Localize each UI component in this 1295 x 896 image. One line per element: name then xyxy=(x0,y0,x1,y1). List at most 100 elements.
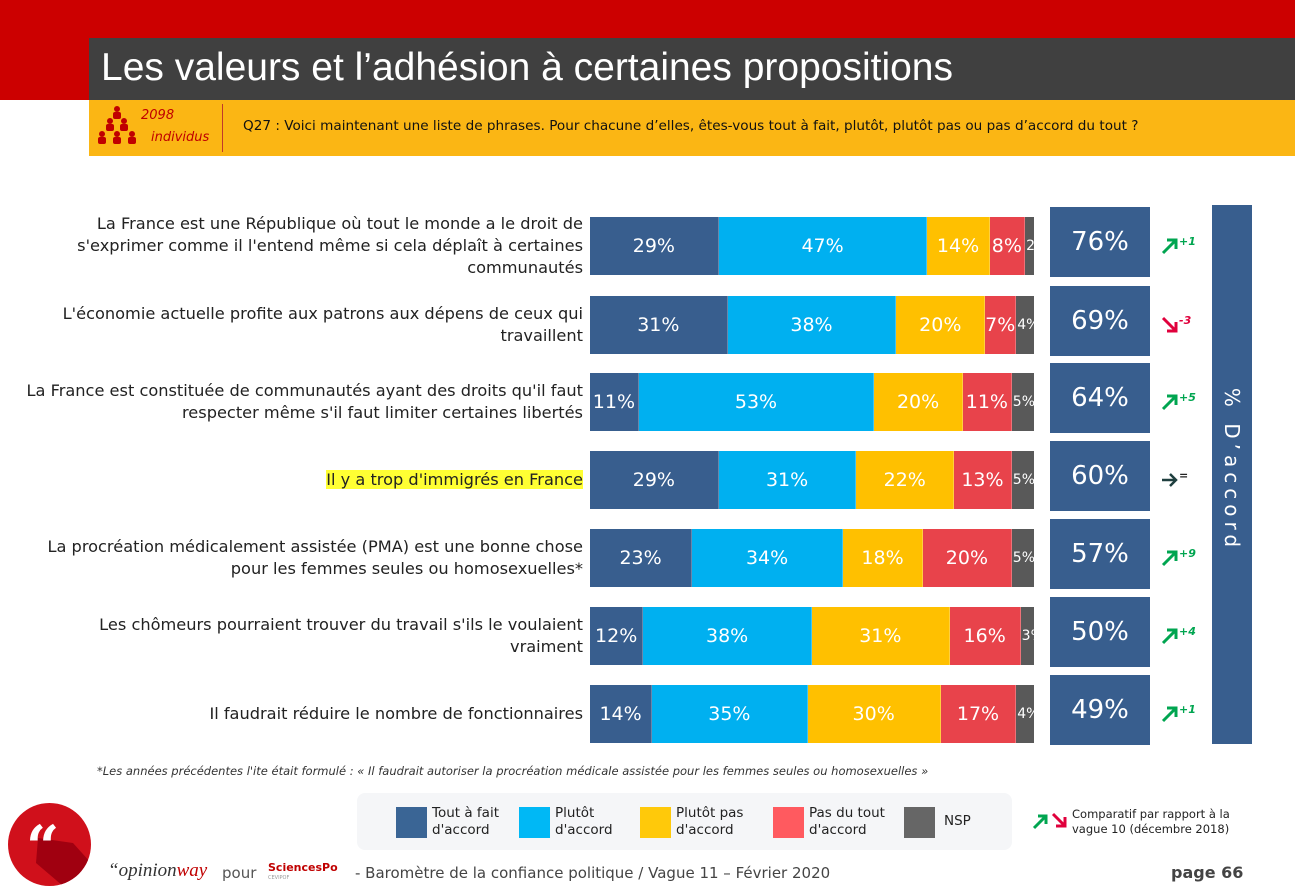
data-label: 7% xyxy=(985,314,1016,336)
bar-segment-nsp: 5% xyxy=(1011,451,1034,509)
data-label: 20% xyxy=(945,547,989,569)
bar-segment-plutot: 34% xyxy=(692,529,844,587)
bar-segment-nsp: 2% xyxy=(1025,217,1034,275)
sample-label: individus xyxy=(151,130,210,145)
arrow-up-right-icon xyxy=(1161,628,1178,645)
footnote: *Les années précédentes l'ite était form… xyxy=(97,764,929,778)
agree-total: 60% xyxy=(1050,441,1150,511)
stacked-bar: 11% 53% 20% 11% 5% xyxy=(590,373,1034,431)
legend-swatch xyxy=(396,807,427,838)
bar-segment-pas_du_tout: 11% xyxy=(962,373,1012,431)
row-label: La procréation médicalement assistée (PM… xyxy=(47,536,583,580)
question-text: Q27 : Voici maintenant une liste de phra… xyxy=(243,118,1139,134)
opinionway-logo: “ xyxy=(8,803,91,886)
cevipof-label: CEVIPOF xyxy=(268,875,290,881)
row-label: Il faudrait réduire le nombre de fonctio… xyxy=(209,703,583,725)
row-label: La France est constituée de communautés … xyxy=(27,380,584,424)
trend-indicator: +4 xyxy=(1161,625,1211,647)
bar-segment-plutot: 38% xyxy=(643,607,812,665)
data-label: 29% xyxy=(632,235,675,257)
data-label: 31% xyxy=(765,469,809,491)
bar-segment-plutot: 35% xyxy=(652,685,808,743)
brand-name: “opinionway xyxy=(108,860,208,881)
trend-delta: = xyxy=(1179,469,1189,482)
bar-segment-tout_a_fait: 12% xyxy=(590,607,644,665)
bar-segment-plutot_pas: 20% xyxy=(896,296,986,354)
row-label-line: s'exprimer comme il l'entend même si cel… xyxy=(77,236,583,255)
trend-delta: +4 xyxy=(1179,625,1196,638)
data-label: 3% xyxy=(1021,628,1034,644)
agree-total: 49% xyxy=(1050,675,1150,745)
legend-swatch xyxy=(773,807,804,838)
bar-segment-pas_du_tout: 7% xyxy=(985,296,1017,354)
row-label-line: La France est constituée de communautés … xyxy=(26,381,584,400)
trend-indicator: -3 xyxy=(1161,314,1211,336)
bar-segment-plutot_pas: 30% xyxy=(807,685,941,743)
bar-segment-nsp: 5% xyxy=(1011,529,1034,587)
trend-delta: +9 xyxy=(1179,547,1196,560)
bar-segment-pas_du_tout: 8% xyxy=(989,217,1026,275)
stacked-bar: 29% 47% 14% 8%2% xyxy=(590,217,1034,275)
bar-segment-pas_du_tout: 13% xyxy=(954,451,1012,509)
row-label-line: L'économie actuelle profite aux patrons … xyxy=(62,304,583,323)
agree-total: 64% xyxy=(1050,363,1150,433)
stacked-bar: 12% 38% 31% 16% 3% xyxy=(590,607,1034,665)
arrow-up-right-icon xyxy=(1161,706,1178,723)
agree-total: 69% xyxy=(1050,286,1150,356)
legend-label: NSP xyxy=(944,813,971,829)
data-label: 11% xyxy=(965,391,1008,413)
trend-delta: +1 xyxy=(1179,703,1196,716)
bar-segment-plutot_pas: 31% xyxy=(812,607,950,665)
legend-swatch xyxy=(640,807,671,838)
data-label: 4% xyxy=(1017,317,1034,333)
row-label-line: La procréation médicalement assistée (PM… xyxy=(47,537,583,556)
data-label: 20% xyxy=(896,391,940,413)
row-label: Les chômeurs pourraient trouver du trava… xyxy=(99,614,583,658)
arrow-down-right-icon xyxy=(1161,316,1178,333)
bar-segment-plutot_pas: 18% xyxy=(843,529,923,587)
trend-delta: +1 xyxy=(1179,235,1196,248)
stacked-bar: 29% 31% 22% 13% 5% xyxy=(590,451,1034,509)
people-icon xyxy=(98,106,136,144)
data-label: 23% xyxy=(619,547,662,569)
row-label: La France est une République où tout le … xyxy=(77,213,583,279)
bar-segment-tout_a_fait: 29% xyxy=(590,217,719,275)
data-label: 35% xyxy=(708,703,751,725)
data-label: 18% xyxy=(861,547,904,569)
data-label: 12% xyxy=(595,625,638,647)
data-label: 31% xyxy=(859,625,902,647)
data-label: 20% xyxy=(919,314,962,336)
bar-segment-pas_du_tout: 16% xyxy=(949,607,1021,665)
bar-segment-plutot: 47% xyxy=(718,217,928,275)
sciencespo-logo: SciencesPo xyxy=(268,861,338,874)
trend-indicator: +1 xyxy=(1161,703,1211,725)
agree-total: 57% xyxy=(1050,519,1150,589)
question-bar: 2098 individus Q27 : Voici maintenant un… xyxy=(89,100,1295,156)
bar-segment-tout_a_fait: 11% xyxy=(590,373,639,431)
data-label: 14% xyxy=(936,235,980,257)
bar-segment-tout_a_fait: 14% xyxy=(590,685,653,743)
trend-indicator: = xyxy=(1161,469,1211,491)
data-label: 16% xyxy=(963,625,1006,647)
arrow-up-right-icon xyxy=(1161,238,1178,255)
trend-indicator: +1 xyxy=(1161,235,1211,257)
footer-pour: pour xyxy=(222,864,257,882)
quote-icon: “ xyxy=(26,813,60,881)
bar-segment-nsp: 5% xyxy=(1011,373,1034,431)
row-label-line: vraiment xyxy=(510,637,583,656)
row-label-line: travaillent xyxy=(500,326,583,345)
row-label: L'économie actuelle profite aux patrons … xyxy=(63,303,583,347)
data-label: 31% xyxy=(637,314,680,336)
data-label: 47% xyxy=(801,235,844,257)
trend-legend-text: Comparatif par rapport à la vague 10 (déc… xyxy=(1072,807,1230,836)
title-bar: Les valeurs et l’adhésion à certaines pr… xyxy=(89,38,1295,100)
bar-segment-nsp: 4% xyxy=(1016,685,1034,743)
data-label: 17% xyxy=(956,703,1000,725)
data-label: 5% xyxy=(1012,472,1034,488)
bar-segment-nsp: 4% xyxy=(1016,296,1034,354)
row-label: Il y a trop d'immigrés en France xyxy=(326,469,583,491)
row-label-line: La France est une République où tout le … xyxy=(96,214,583,233)
trend-indicator: +9 xyxy=(1161,547,1211,569)
data-label: 4% xyxy=(1017,706,1034,722)
agree-column-label: % D’accord xyxy=(1220,387,1244,553)
